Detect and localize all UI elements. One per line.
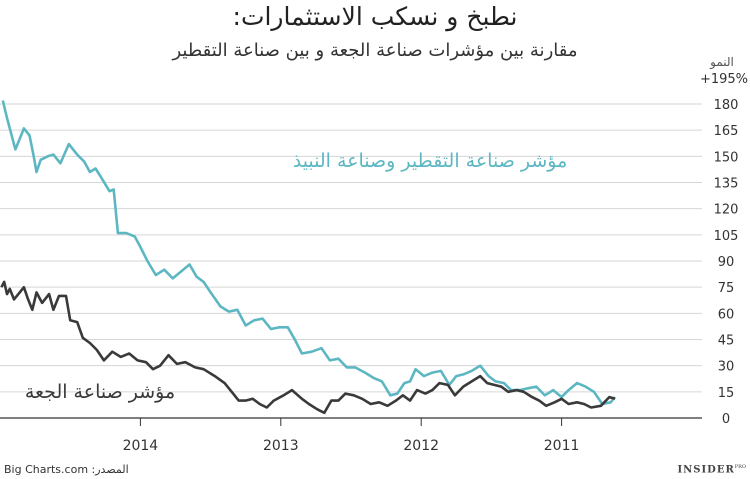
x-tick-label-2011: 2011 [544, 438, 580, 454]
y-tick-label-150: 150 [714, 150, 739, 165]
series-label-beer: مؤشر صناعة الجعة [25, 381, 175, 403]
y-tick-label-105: 105 [714, 229, 739, 244]
series-line-distill-wine [1, 100, 617, 406]
y-tick-label-60: 60 [718, 307, 735, 322]
chart-subtitle: مقارنة بين مؤشرات صناعة الجعة و بين صناع… [172, 40, 578, 61]
source-note: المصدر: Big Charts.com [4, 463, 129, 476]
y-tick-label-30: 30 [718, 360, 735, 375]
series-line-beer [0, 280, 616, 415]
y-tick-label-120: 120 [714, 203, 739, 218]
series-label-distill-wine: مؤشر صناعة التقطير وصناعة النبيذ [293, 150, 568, 172]
x-tick-label-2012: 2012 [403, 438, 439, 454]
brand-logo: INSIDERPRO [677, 464, 746, 475]
series-layer [0, 100, 617, 415]
y-tick-label-180: 180 [714, 98, 739, 113]
y-tick-label-90: 90 [718, 255, 735, 270]
brand-sup: PRO [734, 463, 746, 470]
chart-title: نطبخ و نسكب الاستثمارات: [232, 2, 518, 31]
y-tick-label-15: 15 [718, 386, 735, 401]
grid-lines [0, 103, 702, 419]
x-axis: 2014 2013 2012 2011 [123, 418, 580, 454]
y-tick-label-75: 75 [718, 281, 735, 296]
brand-name: INSIDER [677, 464, 735, 475]
y-tick-label-165: 165 [714, 124, 739, 139]
y-axis-label: النمو [709, 55, 734, 70]
x-tick-label-2014: 2014 [123, 438, 159, 454]
x-tick-label-2013: 2013 [263, 438, 299, 454]
y-axis-max-label: +195% [700, 72, 748, 87]
y-axis: النمو +195% 0 15 30 45 60 75 90 105 120 135 150 165… [700, 55, 748, 427]
y-tick-label-135: 135 [714, 177, 739, 192]
y-tick-label-45: 45 [718, 334, 735, 349]
y-tick-label-0: 0 [722, 412, 730, 427]
